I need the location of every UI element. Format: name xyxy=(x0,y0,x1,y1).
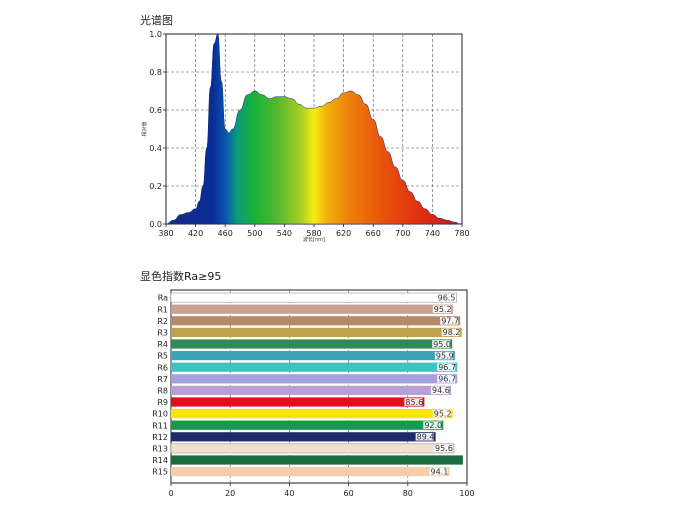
cri-value-label: 98.2 xyxy=(443,328,461,337)
cri-value-label: 94.1 xyxy=(431,467,449,476)
spectrum-x-tick-label: 500 xyxy=(247,229,262,238)
cri-category-label: R7 xyxy=(157,375,168,384)
cri-value-label-bg xyxy=(404,398,423,406)
cri-x-tick-label: 60 xyxy=(344,489,354,498)
cri-value-label-bg xyxy=(432,340,451,348)
cri-value-label: 92.0 xyxy=(424,421,442,430)
cri-category-label: R5 xyxy=(157,352,168,361)
cri-value-label: 94.6 xyxy=(432,386,450,395)
cri-value-label: 95.0 xyxy=(433,340,451,349)
cri-bar-r8 xyxy=(171,385,452,395)
spectrum-x-tick-label: 780 xyxy=(454,229,469,238)
spectrum-y-tick-label: 1.0 xyxy=(149,30,162,39)
cri-bar-r1 xyxy=(171,304,453,314)
cri-bar-r9 xyxy=(171,397,425,407)
cri-value-label-bg xyxy=(415,433,434,441)
cri-category-label: R11 xyxy=(152,421,168,430)
spectrum-x-tick-label: 540 xyxy=(277,229,292,238)
cri-bar-r12 xyxy=(171,432,436,442)
spectrum-y-ticks: 0.0 0.2 0.4 0.6 0.8 1.0 xyxy=(149,30,166,229)
cri-bar-r14 xyxy=(171,455,463,465)
cri-bar-r5 xyxy=(171,351,455,361)
spectrum-x-ticks: 380 420 460 500 540 580 620 660 700 740 780 xyxy=(158,224,470,238)
cri-x-tick-label: 0 xyxy=(168,489,173,498)
cri-bar-r15 xyxy=(171,467,450,477)
cri-category-label: R13 xyxy=(152,445,168,454)
spectrum-x-axis-label: 波长[nm] xyxy=(303,236,325,243)
spectrum-x-tick-label: 620 xyxy=(336,229,351,238)
cri-value-label-bg xyxy=(431,386,450,395)
cri-category-label: R8 xyxy=(157,387,168,396)
cri-value-label: 95.2 xyxy=(434,305,452,314)
spectrum-x-tick-label: 460 xyxy=(218,229,233,238)
cri-value-label-bg xyxy=(437,363,456,371)
cri-bar-r2 xyxy=(171,316,461,326)
cri-value-label: 89.4 xyxy=(417,433,435,442)
cri-category-label: R2 xyxy=(157,317,168,326)
cri-bar-ra xyxy=(170,292,457,303)
cri-value-label: 85.6 xyxy=(405,398,423,407)
spectrum-area xyxy=(165,33,461,225)
spectrum-y-tick-label: 0.0 xyxy=(149,220,162,229)
cri-category-label: R15 xyxy=(152,468,168,477)
cri-x-tick-label: 80 xyxy=(403,489,413,498)
cri-bar-r3 xyxy=(171,327,462,337)
cri-category-label: R4 xyxy=(157,340,168,349)
cri-value-label-bg xyxy=(433,444,452,453)
cri-value-label-bg xyxy=(432,409,451,418)
spectrum-y-tick-label: 0.2 xyxy=(149,182,162,191)
spectrum-x-tick-label: 580 xyxy=(306,229,321,238)
cri-category-label: R14 xyxy=(152,456,168,465)
cri-value-label-bg xyxy=(441,328,460,337)
cri-value-label-bg xyxy=(436,293,455,302)
cri-category-label: R1 xyxy=(157,305,168,314)
cri-value-label-bg xyxy=(423,421,442,429)
spectrum-x-tick-label: 420 xyxy=(188,229,203,238)
spectrum-y-tick-label: 0.6 xyxy=(149,106,162,115)
cri-chart-title: 显色指数Ra≥95 xyxy=(140,270,222,283)
cri-bar-r13 xyxy=(170,443,455,454)
cri-value-label-bg xyxy=(429,467,448,476)
spectrum-x-tick-label: 660 xyxy=(366,229,381,238)
spectrum-x-tick-label: 700 xyxy=(395,229,410,238)
cri-category-label: R12 xyxy=(152,433,168,442)
cri-x-ticks: 0 20 40 60 80 100 xyxy=(168,483,475,498)
cri-x-tick-label: 20 xyxy=(225,489,235,498)
spectrum-y-tick-label: 0.8 xyxy=(149,68,162,77)
cri-value-label: 96.7 xyxy=(438,375,456,384)
cri-bar-r4 xyxy=(171,339,453,349)
cri-value-label: 95.2 xyxy=(434,409,452,418)
cri-value-label-bg xyxy=(440,317,459,325)
cri-value-label-bg xyxy=(434,351,453,360)
cri-category-label: R9 xyxy=(157,398,168,407)
cri-category-label: R3 xyxy=(157,329,168,338)
cri-bar-r7 xyxy=(171,374,458,384)
cri-x-tick-label: 100 xyxy=(459,489,474,498)
spectrum-chart-title: 光谱图 xyxy=(140,14,173,27)
cri-x-tick-label: 40 xyxy=(284,489,294,498)
spectrum-y-tick-label: 0.4 xyxy=(149,144,162,153)
cri-value-label: 95.9 xyxy=(436,351,454,360)
cri-value-label-bg xyxy=(432,305,451,313)
cri-value-label: 95.6 xyxy=(435,444,453,453)
spectrum-y-axis-label: 相对值 xyxy=(141,121,148,136)
cri-value-label: 97.7 xyxy=(441,317,459,326)
cri-value-label: 96.7 xyxy=(438,363,456,372)
cri-value-label-bg xyxy=(437,375,456,383)
cri-bar-r11 xyxy=(171,420,444,430)
spectrum-x-tick-label: 380 xyxy=(158,229,173,238)
cri-category-label: Ra xyxy=(158,294,168,303)
cri-category-label: R6 xyxy=(157,363,168,372)
cri-category-label: R10 xyxy=(152,410,168,419)
cri-bars: Ra 96.5 R1 95.2 R2 97.7 R3 98.2 R4 95.0 R5 95.9 R6 96… xyxy=(152,292,463,477)
cri-bar-r6 xyxy=(171,362,458,372)
cri-value-label: 96.5 xyxy=(438,293,456,302)
cri-bar-r10 xyxy=(171,409,453,419)
spectrum-x-tick-label: 740 xyxy=(425,229,440,238)
